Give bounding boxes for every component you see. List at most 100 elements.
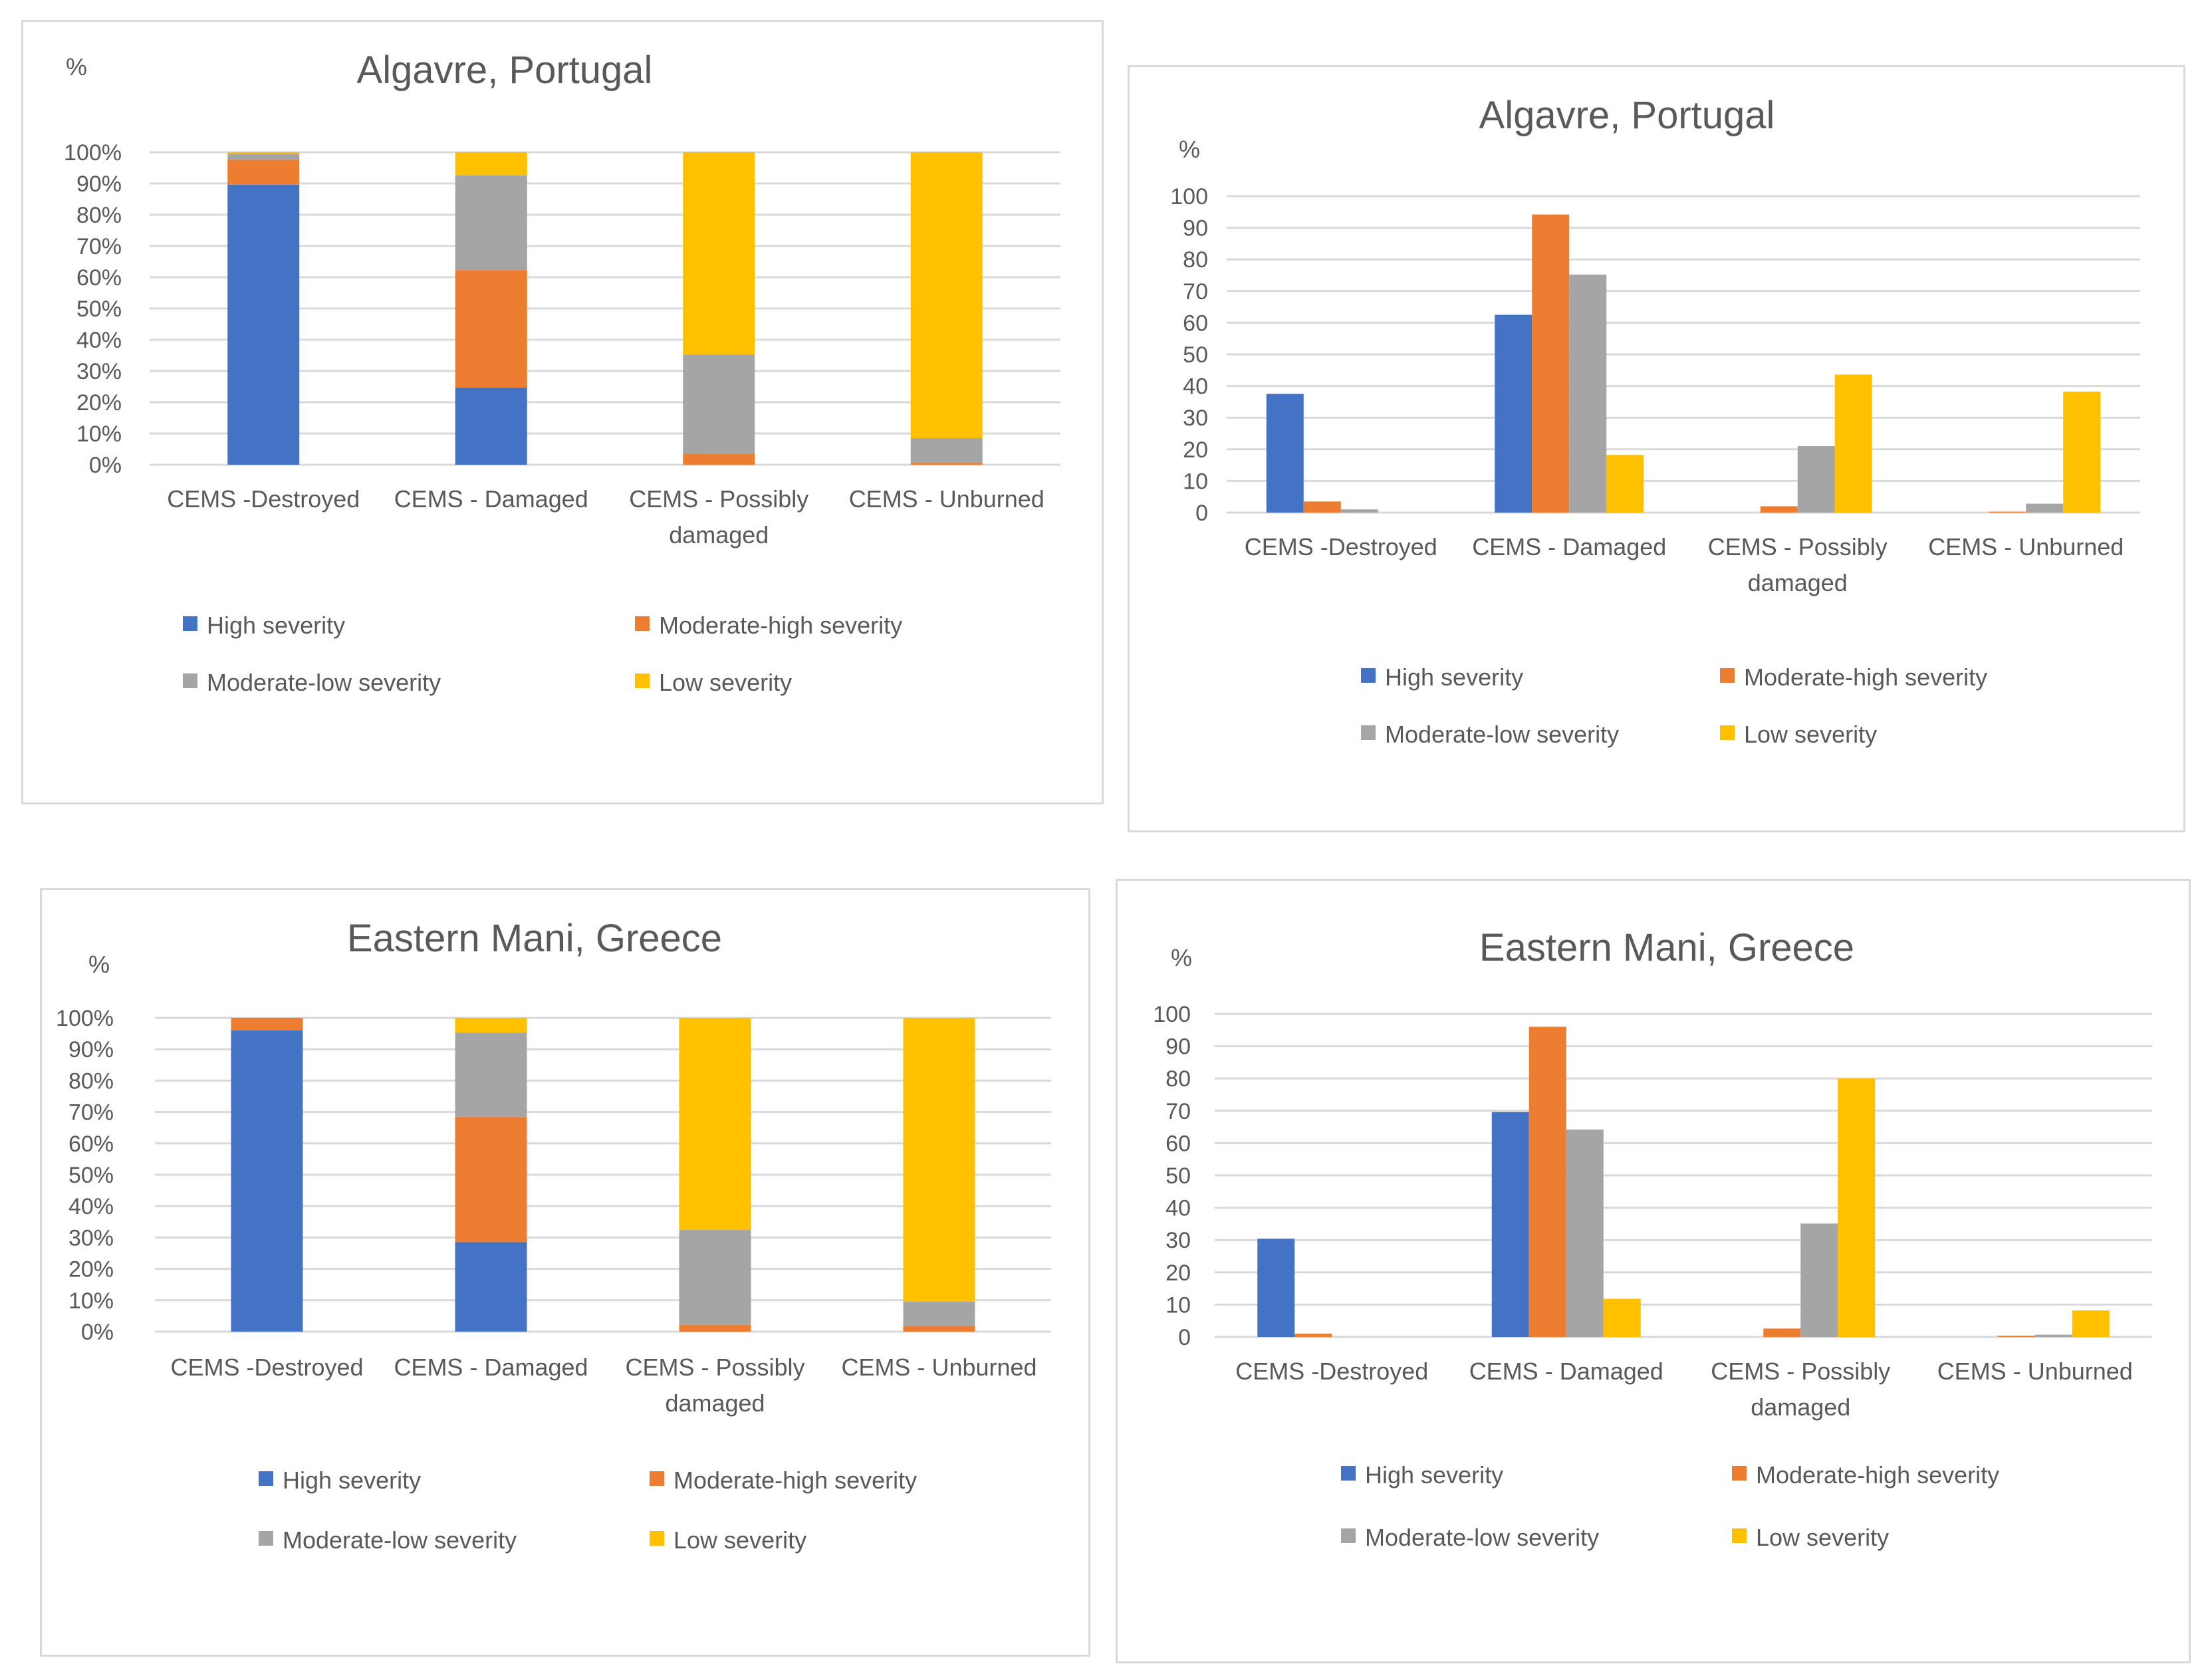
- y-tick-label: 60%: [76, 265, 122, 291]
- bar: [1266, 394, 1304, 513]
- bar-segment: [903, 1301, 975, 1326]
- x-tick-label: CEMS -Destroyed: [1235, 1358, 1428, 1385]
- bar: [1529, 1026, 1566, 1337]
- y-tick-label: 10: [1183, 469, 1208, 494]
- y-tick-label: 50%: [68, 1163, 114, 1188]
- y-tick-label: 90: [1165, 1034, 1191, 1060]
- legend-label: High severity: [207, 612, 345, 639]
- chart-algarve-clustered: Algavre, Portugal% 0 10 20 30 40 50 60 70 80 90 100…: [1170, 94, 2140, 748]
- y-axis-label: %: [88, 951, 110, 978]
- x-tick-label: CEMS - Damaged: [1472, 533, 1666, 560]
- legend-swatch: [1341, 1466, 1356, 1481]
- y-tick-label: 50%: [76, 297, 122, 322]
- y-tick-label: 30%: [68, 1225, 114, 1251]
- chart-algarve-stacked: Algavre, Portugal% 0% 10% 20% 30% 40% 50% 60% 70…: [64, 49, 1060, 696]
- y-tick-label: 70: [1183, 279, 1208, 304]
- bar: [1800, 1223, 1838, 1337]
- y-axis-label: %: [66, 53, 87, 80]
- bar-segment: [455, 1242, 527, 1332]
- bar-segment: [910, 463, 983, 465]
- y-tick-label: 40%: [68, 1194, 114, 1219]
- legend-label: Low severity: [1756, 1524, 1889, 1551]
- y-tick-label: 90%: [76, 172, 122, 197]
- y-tick-label: 60: [1165, 1131, 1191, 1156]
- y-tick-label: 40%: [76, 328, 122, 353]
- y-tick-label: 90: [1183, 216, 1208, 241]
- y-tick-label: 50: [1183, 342, 1208, 368]
- chart-panel-mani-clustered: Eastern Mani, Greece% 0 10 20 30 40 50 60 70 80 90…: [1116, 879, 2191, 1663]
- y-tick-label: 60%: [68, 1132, 114, 1157]
- y-axis-label: %: [1179, 136, 1200, 163]
- legend-swatch: [183, 616, 197, 631]
- bar: [1603, 1298, 1641, 1337]
- bar-segment: [903, 1326, 975, 1332]
- legend-swatch: [1720, 725, 1735, 740]
- bar-segment: [679, 1230, 751, 1325]
- bar: [1532, 214, 1570, 513]
- x-tick-label: CEMS - Unburned: [1928, 533, 2124, 560]
- x-tick-label: CEMS - Unburned: [1937, 1358, 2133, 1385]
- y-tick-label: 80: [1183, 247, 1208, 273]
- y-tick-label: 30: [1183, 406, 1208, 431]
- bar-segment: [683, 354, 755, 454]
- legend-label: Low severity: [1744, 721, 1877, 748]
- chart-title: Algavre, Portugal: [357, 49, 653, 92]
- legend-swatch: [1341, 1528, 1356, 1543]
- bar: [1797, 446, 1835, 513]
- chart-panel-algarve-clustered: Algavre, Portugal% 0 10 20 30 40 50 60 70 80 90 100…: [1128, 65, 2185, 832]
- y-tick-label: 70%: [76, 234, 122, 259]
- y-tick-label: 100%: [64, 140, 122, 166]
- bar-segment: [455, 175, 527, 271]
- legend-label: Moderate-low severity: [283, 1526, 517, 1554]
- legend-swatch: [1361, 725, 1376, 740]
- bar: [1763, 1328, 1801, 1337]
- bar-segment: [679, 1324, 751, 1332]
- y-tick-label: 100: [1170, 184, 1208, 209]
- legend-label: Moderate-high severity: [1744, 663, 1987, 691]
- x-tick-label: CEMS - Unburned: [849, 485, 1044, 513]
- y-tick-label: 90%: [68, 1037, 114, 1062]
- bar: [2063, 392, 2101, 513]
- y-tick-label: 10%: [68, 1288, 114, 1314]
- bar-segment: [910, 438, 983, 463]
- bar-segment: [231, 1030, 303, 1332]
- legend-label: Low severity: [673, 1526, 806, 1554]
- x-tick-label: CEMS - Possibly damaged: [625, 1354, 804, 1417]
- y-tick-label: 40: [1183, 374, 1208, 400]
- bar-segment: [455, 1018, 527, 1033]
- legend-swatch: [1732, 1466, 1747, 1481]
- bar: [1989, 511, 2026, 513]
- legend-swatch: [1361, 668, 1376, 683]
- bar-segment: [679, 1018, 751, 1231]
- bar-segment: [227, 160, 300, 185]
- y-tick-label: 20%: [68, 1257, 114, 1282]
- y-tick-label: 70: [1165, 1099, 1191, 1124]
- y-tick-label: 0%: [89, 453, 122, 478]
- bar-segment: [231, 1018, 303, 1030]
- bar: [1606, 455, 1644, 513]
- y-tick-label: 60: [1183, 310, 1208, 336]
- y-tick-label: 70%: [68, 1100, 114, 1126]
- x-tick-label: CEMS -Destroyed: [170, 1354, 363, 1381]
- bar-segment: [910, 152, 983, 439]
- y-tick-label: 50: [1165, 1163, 1191, 1189]
- bar-segment: [903, 1018, 975, 1302]
- y-tick-label: 80%: [76, 203, 122, 228]
- bar: [1997, 1336, 2035, 1337]
- bar-segment: [455, 1117, 527, 1243]
- legend-swatch: [1732, 1528, 1747, 1543]
- x-tick-label: CEMS - Damaged: [394, 485, 588, 513]
- legend-swatch: [635, 616, 650, 631]
- bar-segment: [455, 152, 527, 176]
- x-tick-label: CEMS -Destroyed: [1245, 533, 1437, 560]
- bar-segment: [455, 1032, 527, 1118]
- x-tick-label: CEMS - Damaged: [394, 1354, 588, 1381]
- bar-segment: [683, 453, 755, 465]
- chart-mani-clustered: Eastern Mani, Greece% 0 10 20 30 40 50 60 70 80 90…: [1153, 926, 2152, 1551]
- bar: [1834, 374, 1872, 513]
- legend-swatch: [1720, 668, 1735, 683]
- bar-segment: [227, 152, 300, 154]
- legend-label: High severity: [1365, 1461, 1503, 1489]
- x-tick-label: CEMS - Damaged: [1469, 1358, 1663, 1385]
- x-tick-label: CEMS - Possibly damaged: [1708, 533, 1888, 596]
